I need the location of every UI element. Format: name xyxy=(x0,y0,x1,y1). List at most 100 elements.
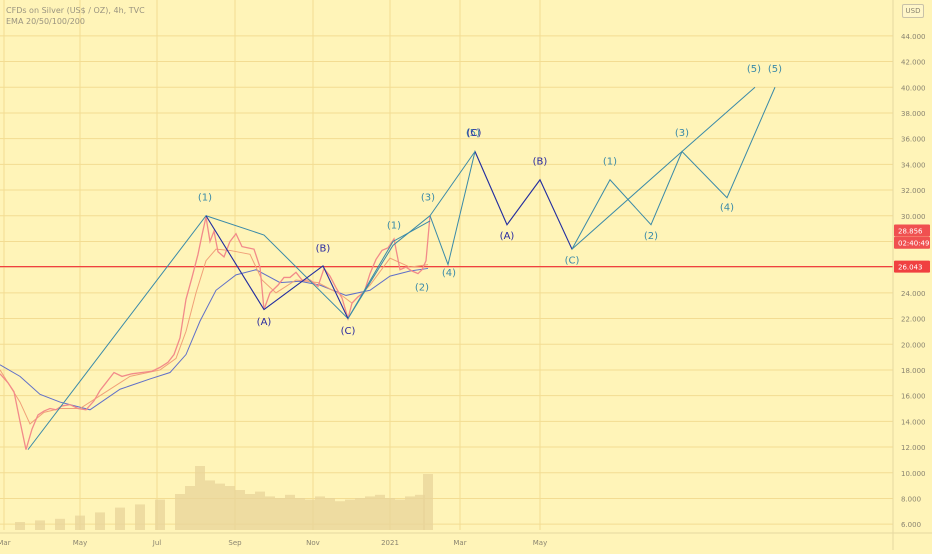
volume-bar xyxy=(245,494,255,530)
wave-label: (4) xyxy=(442,268,456,279)
volume-bar xyxy=(423,474,433,530)
wave-path xyxy=(205,215,349,319)
ema-fast-line xyxy=(0,248,429,425)
chart-title: CFDs on Silver (US$ / OZ), 4h, TVC xyxy=(6,6,145,15)
volume-bar xyxy=(35,520,45,530)
volume-bar xyxy=(215,483,225,530)
volume-bar xyxy=(175,494,185,530)
y-tick-label: 38.000 xyxy=(901,110,926,118)
x-tick-label: Jul xyxy=(152,539,162,547)
series xyxy=(0,215,893,450)
volume-bar xyxy=(295,498,305,530)
price-tag-label: 02:40:49 xyxy=(898,240,929,248)
volume-bar xyxy=(315,496,325,530)
wave-label: (5) xyxy=(747,64,761,75)
wave-label: (B) xyxy=(316,244,331,255)
price-tag-bg xyxy=(894,224,930,237)
volume-bar xyxy=(195,466,205,530)
wave-label: (5) xyxy=(768,64,782,75)
price-tag-label: 28.856 xyxy=(898,227,923,235)
wave-label: (A) xyxy=(257,317,272,328)
volume-bar xyxy=(335,501,345,530)
wave-label: (2) xyxy=(415,282,429,293)
indicator-legend[interactable]: EMA 20/50/100/200 xyxy=(6,17,85,26)
x-tick-label: Mar xyxy=(0,539,11,547)
price-tag-bg xyxy=(894,236,930,249)
wave-label: (A) xyxy=(500,231,515,242)
volume-bar xyxy=(265,496,275,530)
currency-button[interactable]: USD xyxy=(902,4,924,18)
volume-bar xyxy=(235,490,245,530)
y-tick-label: 8.000 xyxy=(901,495,921,503)
wave-path xyxy=(571,86,756,250)
y-tick-label: 32.000 xyxy=(901,187,926,195)
y-tick-label: 44.000 xyxy=(901,33,926,41)
volume-bar xyxy=(345,499,355,530)
x-tick-label: Nov xyxy=(306,539,320,547)
y-tick-label: 22.000 xyxy=(901,316,926,324)
wave-label: (3) xyxy=(421,192,435,203)
volume-bar xyxy=(305,499,315,530)
wave-label: (C) xyxy=(467,128,482,139)
volume-bar xyxy=(365,496,375,530)
price-tag: 28.856 xyxy=(894,224,930,237)
y-tick-label: 16.000 xyxy=(901,393,926,401)
y-tick-label: 34.000 xyxy=(901,161,926,169)
wave-label: (C) xyxy=(341,326,356,337)
price-tag: 02:40:49 xyxy=(894,236,930,249)
volume-bar xyxy=(225,486,235,530)
volume-bar xyxy=(15,522,25,530)
y-tick-label: 20.000 xyxy=(901,341,926,349)
volume-bar xyxy=(415,494,425,530)
volume-bar xyxy=(115,507,125,530)
volume-bar xyxy=(55,518,65,530)
volume-bar xyxy=(255,491,265,530)
volume-bar xyxy=(355,498,365,530)
x-tick-label: May xyxy=(73,539,87,547)
y-tick-label: 12.000 xyxy=(901,444,926,452)
price-tag-bg xyxy=(894,260,930,273)
volume-bar xyxy=(285,494,295,530)
x-tick-label: May xyxy=(533,539,547,547)
y-tick-label: 36.000 xyxy=(901,136,926,144)
volume-bar xyxy=(395,499,405,530)
wave-label: (4) xyxy=(720,203,734,214)
wave-labels: (1)(A)(B)(C)(1)(2)(3)(4)(5)(C)(A)(B)(C)(… xyxy=(198,64,782,337)
y-tick-label: 14.000 xyxy=(901,418,926,426)
x-tick-label: Sep xyxy=(228,539,242,547)
volume-bar xyxy=(385,498,395,530)
grid xyxy=(0,0,893,530)
wave-label: (C) xyxy=(565,255,580,266)
wave-label: (1) xyxy=(198,192,212,203)
volume-bars xyxy=(15,466,433,530)
volume-bar xyxy=(75,515,85,530)
wave-label: (1) xyxy=(387,221,401,232)
x-tick-label: 2021 xyxy=(381,539,399,547)
wave-path xyxy=(429,151,476,217)
y-tick-label: 30.000 xyxy=(901,213,926,221)
wave-path xyxy=(474,151,573,250)
volume-bar xyxy=(405,496,415,530)
volume-bar xyxy=(95,512,105,530)
volume-bar xyxy=(375,494,385,530)
y-tick-label: 18.000 xyxy=(901,367,926,375)
y-tick-label: 40.000 xyxy=(901,84,926,92)
ema-slow-line xyxy=(0,267,429,411)
x-tick-label: Mar xyxy=(453,539,466,547)
volume-bar xyxy=(155,499,165,530)
wave-label: (B) xyxy=(533,156,548,167)
volume-bar xyxy=(135,504,145,530)
wave-label: (2) xyxy=(644,231,658,242)
volume-bar xyxy=(185,486,195,530)
volume-bar xyxy=(275,498,285,530)
wave-label: (5) xyxy=(466,128,480,139)
volume-bar xyxy=(325,498,335,530)
y-tick-label: 42.000 xyxy=(901,59,926,67)
price-tag: 26.043 xyxy=(894,260,930,273)
y-tick-label: 10.000 xyxy=(901,470,926,478)
volume-bar xyxy=(205,480,215,530)
price-tag-label: 26.043 xyxy=(898,264,923,272)
